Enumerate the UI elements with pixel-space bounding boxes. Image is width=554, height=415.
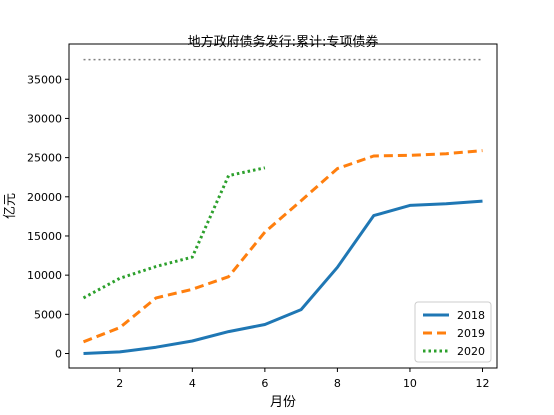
series-layer — [82, 149, 483, 355]
series-line-2018 — [83, 199, 483, 355]
chart-title: 地方政府债务发行:累计:专项债券 — [188, 34, 379, 50]
legend: 2018 2019 2020 — [414, 301, 492, 363]
y-axis: 0 5000 10000 15000 20000 25000 30000 35000 — [27, 73, 69, 361]
y-tick-label: 15000 — [27, 230, 62, 243]
y-tick-label: 0 — [55, 348, 62, 361]
y-axis-label: 亿元 — [3, 193, 18, 219]
x-axis: 2 4 6 8 10 12 — [116, 368, 489, 390]
legend-label-2018: 2018 — [457, 309, 485, 322]
y-tick-label: 35000 — [27, 73, 62, 86]
y-tick-label: 10000 — [27, 269, 62, 282]
y-tick-label: 30000 — [27, 112, 62, 125]
x-tick-label: 2 — [116, 377, 123, 390]
series-line-2019 — [82, 149, 483, 344]
y-tick-label: 5000 — [34, 308, 62, 321]
legend-label-2020: 2020 — [457, 345, 485, 358]
x-tick-label: 10 — [403, 377, 417, 390]
plot-area — [68, 43, 498, 369]
legend-label-2019: 2019 — [457, 327, 485, 340]
plot-frame — [68, 43, 498, 369]
x-axis-label: 月份 — [270, 395, 296, 410]
legend-box — [414, 301, 492, 363]
x-tick-label: 12 — [475, 377, 489, 390]
x-tick-label: 8 — [334, 377, 341, 390]
x-tick-label: 4 — [189, 377, 196, 390]
y-tick-label: 20000 — [27, 191, 62, 204]
y-tick-label: 25000 — [27, 152, 62, 165]
x-tick-label: 6 — [261, 377, 268, 390]
series-line-2020 — [82, 166, 266, 300]
